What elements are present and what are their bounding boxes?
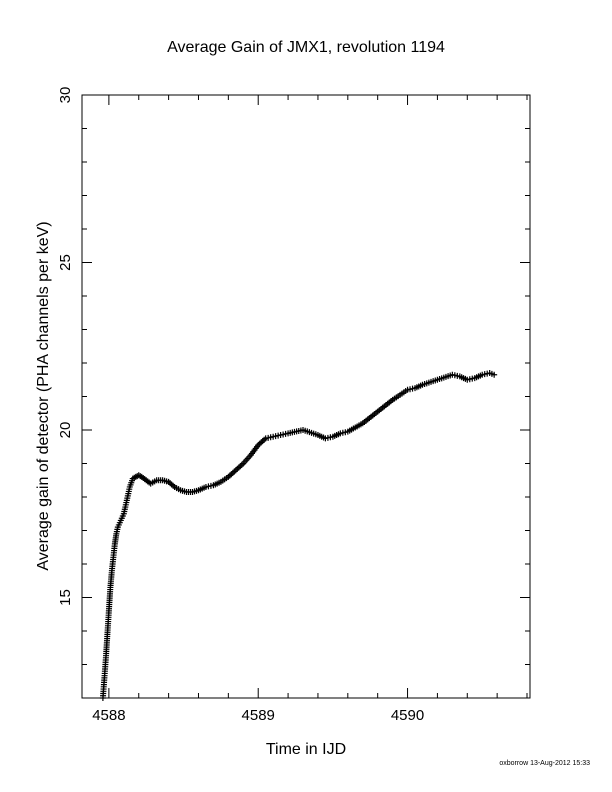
footer-credit: oxborrow 13-Aug-2012 15:33 xyxy=(499,760,590,767)
x-axis-label: Time in IJD xyxy=(266,741,346,758)
data-point xyxy=(491,371,498,378)
axis-ticks xyxy=(82,94,530,699)
y-tick-label: 20 xyxy=(57,422,74,439)
x-tick-label: 4589 xyxy=(242,707,275,724)
y-axis-label: Average gain of detector (PHA channels p… xyxy=(35,221,52,570)
y-tick-label: 15 xyxy=(57,589,74,606)
data-points xyxy=(99,370,498,701)
chart-title: Average Gain of JMX1, revolution 1194 xyxy=(167,39,445,56)
x-tick-label: 4588 xyxy=(92,707,125,724)
y-tick-label: 30 xyxy=(57,87,74,104)
y-tick-label: 25 xyxy=(57,254,74,271)
axis-tick-labels: 4588 4589 4590 15 20 25 30 xyxy=(57,87,424,724)
plot-frame xyxy=(81,94,531,699)
x-tick-label: 4590 xyxy=(391,707,424,724)
